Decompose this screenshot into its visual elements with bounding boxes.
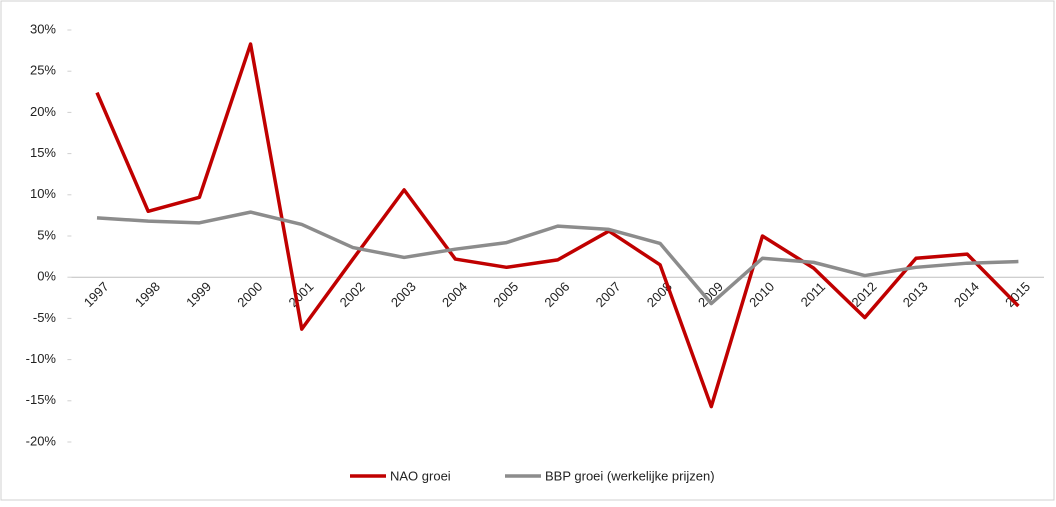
y-tick-label: -20% [26, 433, 57, 448]
y-tick-label: -15% [26, 392, 57, 407]
legend-label: NAO groei [390, 468, 451, 483]
y-tick-label: 25% [30, 63, 56, 78]
y-tick-label: -10% [26, 351, 57, 366]
series-line [95, 42, 1020, 409]
y-tick-label: 15% [30, 145, 56, 160]
series-line [96, 210, 1019, 306]
legend-label: BBP groei (werkelijke prijzen) [545, 468, 715, 483]
y-tick-label: 10% [30, 186, 56, 201]
y-tick-label: -5% [33, 310, 57, 325]
y-tick-label: 20% [30, 104, 56, 119]
y-tick-label: 5% [37, 227, 56, 242]
y-tick-label: 0% [37, 269, 56, 284]
y-tick-label: 30% [30, 21, 56, 36]
